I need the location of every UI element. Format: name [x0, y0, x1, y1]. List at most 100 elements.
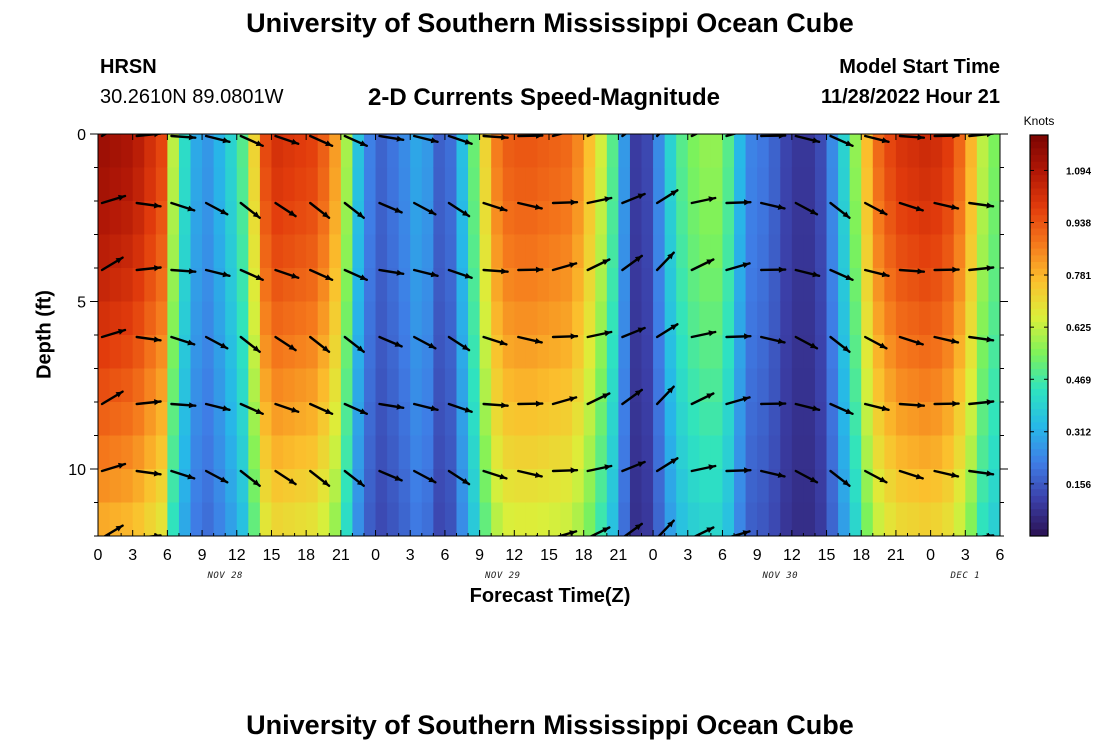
current-vector: [378, 335, 403, 348]
current-vector: [933, 335, 960, 344]
current-vector: [447, 134, 473, 146]
heatmap-cell: [306, 368, 319, 403]
heatmap-cell: [248, 234, 261, 269]
heatmap-cell: [271, 368, 284, 403]
heatmap-cell: [155, 435, 168, 470]
heatmap-cell: [387, 167, 400, 202]
heatmap-cell: [583, 502, 596, 536]
colorbar-segment: [1030, 302, 1048, 310]
heatmap-cell: [849, 134, 862, 169]
x-tick-label: 3: [961, 547, 970, 564]
heatmap-cell: [872, 201, 885, 236]
current-vector: [274, 335, 297, 352]
heatmap-cell: [710, 368, 724, 403]
heatmap-cell: [907, 502, 920, 536]
heatmap-cell: [930, 402, 943, 437]
heatmap-cell: [641, 134, 654, 169]
heatmap-cell: [306, 435, 319, 470]
heatmap-cell: [283, 167, 296, 202]
heatmap-cell: [780, 435, 793, 470]
heatmap-cell: [676, 201, 689, 236]
heatmap-cell: [583, 402, 596, 437]
heatmap-cell: [826, 435, 839, 470]
heatmap-cell: [988, 301, 1000, 336]
colorbar-segment: [1030, 475, 1048, 484]
heatmap-cell: [178, 502, 192, 536]
heatmap-cell: [653, 268, 666, 303]
heatmap-cell: [329, 134, 342, 169]
heatmap-cell: [838, 167, 851, 202]
current-vector: [413, 335, 437, 350]
heatmap-cell: [433, 268, 446, 303]
heatmap-cell: [572, 435, 585, 470]
heatmap-cell: [98, 502, 111, 536]
heatmap-cell: [363, 402, 377, 437]
heatmap-cell: [849, 335, 862, 370]
heatmap-cell: [664, 234, 677, 269]
heatmap-cell: [433, 402, 446, 437]
heatmap-cell: [976, 301, 990, 336]
heatmap-cell: [595, 167, 608, 202]
heatmap-cell: [757, 435, 770, 470]
heatmap-cell: [468, 502, 481, 536]
current-vector: [482, 335, 508, 346]
heatmap-cell: [572, 368, 585, 403]
heatmap-cell: [653, 234, 666, 269]
heatmap-cell: [976, 368, 990, 403]
heatmap-cell: [988, 335, 1000, 370]
heatmap-cell: [491, 134, 504, 169]
colorbar-tick-label: 0.312: [1066, 428, 1091, 439]
heatmap-cell: [132, 502, 145, 536]
heatmap-cell: [664, 368, 677, 403]
heatmap-cell: [953, 402, 966, 437]
current-vector: [447, 335, 471, 352]
current-vector: [100, 462, 127, 473]
heatmap-cell: [791, 502, 805, 536]
current-vector: [309, 469, 331, 487]
heatmap-cell: [410, 435, 423, 470]
heatmap-cell: [710, 301, 724, 336]
heatmap-cell: [988, 268, 1000, 303]
heatmap-cell: [98, 201, 111, 236]
colorbar-segment: [1030, 462, 1048, 470]
heatmap-cell: [722, 502, 735, 536]
heatmap-cell: [514, 268, 527, 303]
heatmap-cell: [98, 368, 111, 403]
heatmap-cell: [155, 301, 168, 336]
heatmap-cell: [676, 268, 689, 303]
heatmap-cell: [814, 134, 828, 169]
heatmap-cell: [745, 335, 758, 370]
heatmap-cell: [433, 201, 446, 236]
heatmap-cell: [444, 435, 458, 470]
heatmap-cell: [791, 435, 805, 470]
heatmap-cell: [895, 502, 909, 536]
heatmap-cell: [121, 301, 134, 336]
heatmap-cell: [271, 134, 284, 169]
current-vector: [760, 266, 787, 273]
heatmap-cell: [121, 268, 134, 303]
heatmap-cell: [814, 167, 828, 202]
current-vector: [135, 399, 162, 406]
current-vector: [968, 469, 995, 477]
heatmap-cell: [849, 435, 862, 470]
heatmap-cell: [919, 167, 932, 202]
heatmap-cell: [791, 134, 805, 169]
heatmap-cell: [271, 402, 284, 437]
heatmap-cell: [722, 368, 735, 403]
current-vector: [274, 201, 297, 218]
current-vector: [725, 262, 751, 272]
heatmap-cell: [687, 335, 700, 370]
heatmap-cell: [178, 301, 192, 336]
heatmap-cell: [514, 301, 527, 336]
heatmap-cell: [259, 268, 273, 303]
heatmap-cell: [340, 469, 354, 504]
current-vector: [413, 402, 439, 412]
heatmap-cell: [710, 402, 724, 437]
heatmap-cell: [236, 234, 249, 269]
heatmap-cell: [98, 234, 111, 269]
heatmap-cell: [861, 368, 874, 403]
heatmap-cell: [456, 234, 469, 269]
heatmap-cell: [849, 368, 862, 403]
heatmap-cell: [965, 201, 978, 236]
heatmap-cell: [699, 335, 712, 370]
